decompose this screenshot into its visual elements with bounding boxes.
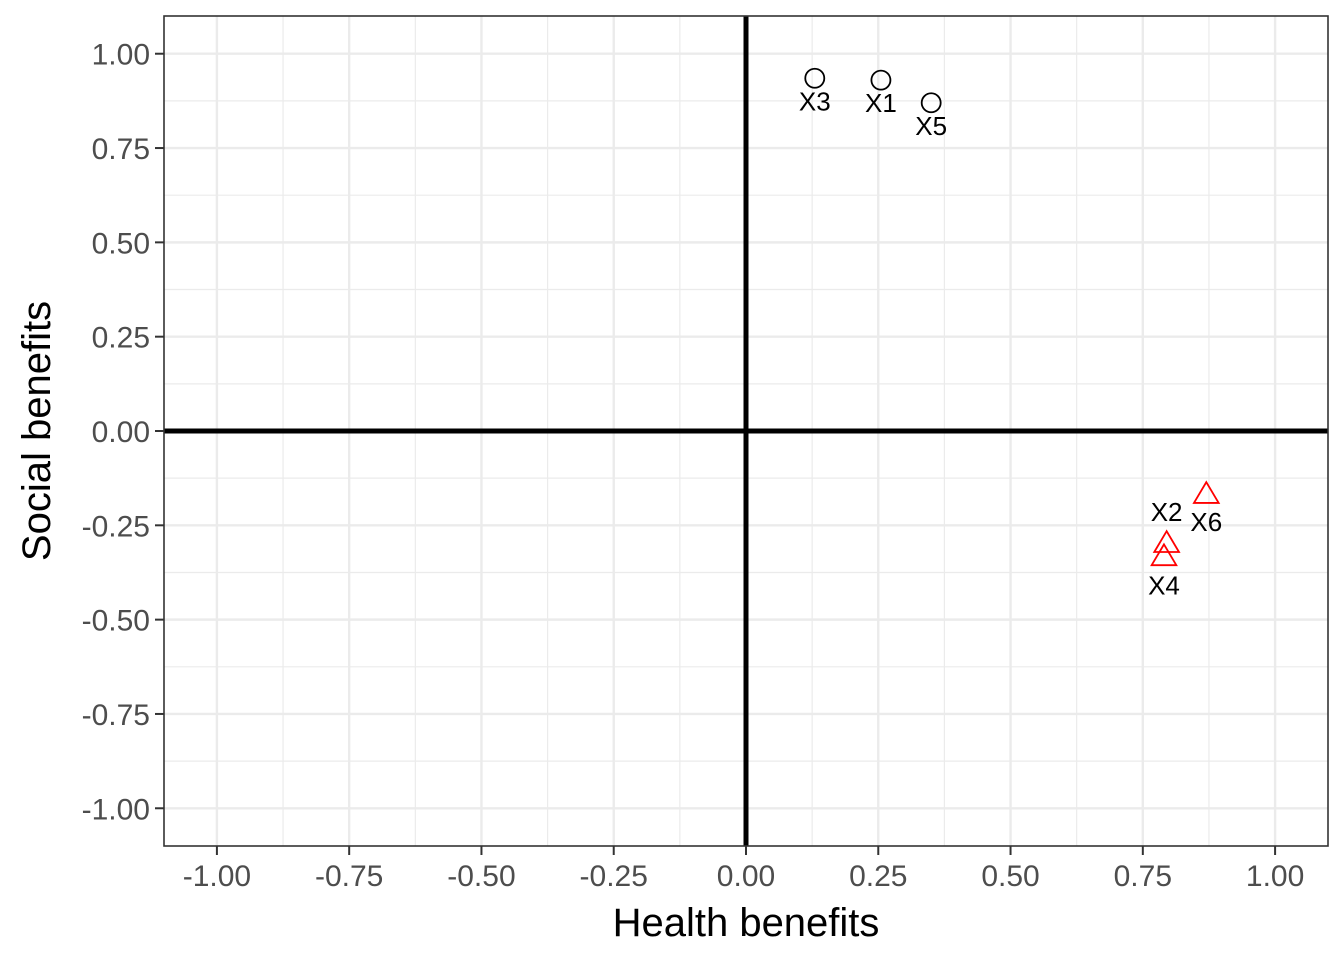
point-label-X4: X4 — [1148, 570, 1180, 600]
point-label-X2: X2 — [1151, 497, 1183, 527]
x-axis-title: Health benefits — [613, 901, 880, 945]
point-label-X5: X5 — [915, 111, 947, 141]
x-tick-label: 0.00 — [717, 860, 775, 893]
point-label-X3: X3 — [799, 86, 831, 116]
x-tick-label: 0.75 — [1114, 860, 1172, 893]
circle-point-X5 — [920, 92, 942, 114]
y-tick-label: 0.50 — [92, 227, 150, 260]
y-tick-label: 0.25 — [92, 322, 150, 355]
x-axis-ticks: -1.00 -0.75 -0.50 -0.25 0.00 0.25 0.50 0.75 1.00 — [183, 846, 1304, 893]
y-axis-ticks: 1.00 0.75 0.50 0.25 0.00 -0.25 -0.50 -0.75 -1.00 — [82, 39, 164, 826]
x-tick-label: 0.25 — [849, 860, 907, 893]
y-tick-label: -0.25 — [82, 510, 150, 543]
x-tick-label: 1.00 — [1246, 860, 1304, 893]
triangle-point-X6 — [1192, 480, 1221, 504]
y-tick-label: -0.75 — [82, 699, 150, 732]
triangle-point-X4 — [1150, 542, 1178, 567]
point-labels: X1 X3 X5 X2 X4 X6 — [799, 86, 1222, 600]
y-tick-label: -1.00 — [82, 793, 150, 826]
point-label-X1: X1 — [865, 88, 897, 118]
y-tick-label: 1.00 — [92, 39, 150, 72]
y-tick-label: 0.00 — [92, 416, 150, 449]
data-points — [804, 67, 1221, 567]
y-tick-label: -0.50 — [82, 605, 150, 638]
x-tick-label: -0.50 — [447, 860, 515, 893]
circle-point-X3 — [804, 67, 826, 89]
x-tick-label: -0.75 — [315, 860, 383, 893]
y-tick-label: 0.75 — [92, 133, 150, 166]
x-tick-label: -0.25 — [580, 860, 648, 893]
point-label-X6: X6 — [1190, 507, 1222, 537]
circle-point-X1 — [870, 69, 892, 91]
triangle-point-X2 — [1152, 529, 1181, 553]
x-tick-label: 0.50 — [981, 860, 1039, 893]
x-tick-label: -1.00 — [183, 860, 251, 893]
reference-lines — [164, 16, 1328, 846]
y-axis-title: Social benefits — [15, 301, 59, 561]
